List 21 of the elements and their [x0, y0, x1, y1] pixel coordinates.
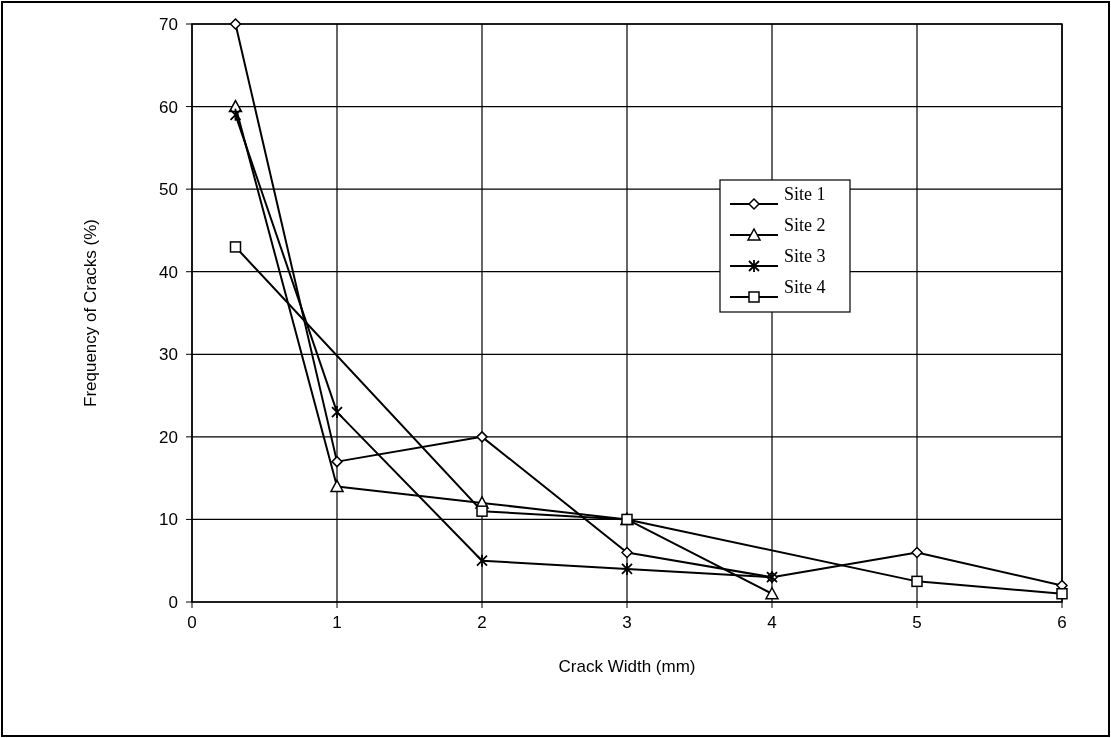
y-tick-label: 0	[168, 593, 178, 612]
x-tick-label: 1	[332, 613, 342, 632]
y-tick-label: 10	[159, 510, 178, 530]
y-tick-label: 70	[159, 15, 178, 34]
legend-label: Site 3	[784, 246, 826, 266]
x-tick-label: 0	[187, 613, 197, 632]
y-tick-label: 40	[159, 262, 178, 282]
legend-label: Site 2	[784, 215, 826, 235]
legend-label: Site 4	[784, 277, 826, 297]
x-axis-title: Crack Width (mm)	[558, 657, 696, 676]
y-tick-label: 30	[159, 345, 178, 365]
y-tick-label: 60	[159, 97, 178, 117]
legend-label: Site 1	[784, 184, 826, 204]
x-tick-label: 3	[622, 613, 632, 632]
y-tick-label: 50	[159, 180, 178, 200]
y-tick-label: 20	[159, 427, 178, 447]
x-tick-label: 5	[912, 613, 922, 632]
y-axis-title: Frequency of Cracks (%)	[81, 219, 100, 407]
x-tick-label: 2	[477, 613, 487, 632]
x-tick-label: 6	[1057, 613, 1067, 632]
x-tick-label: 4	[767, 613, 777, 632]
